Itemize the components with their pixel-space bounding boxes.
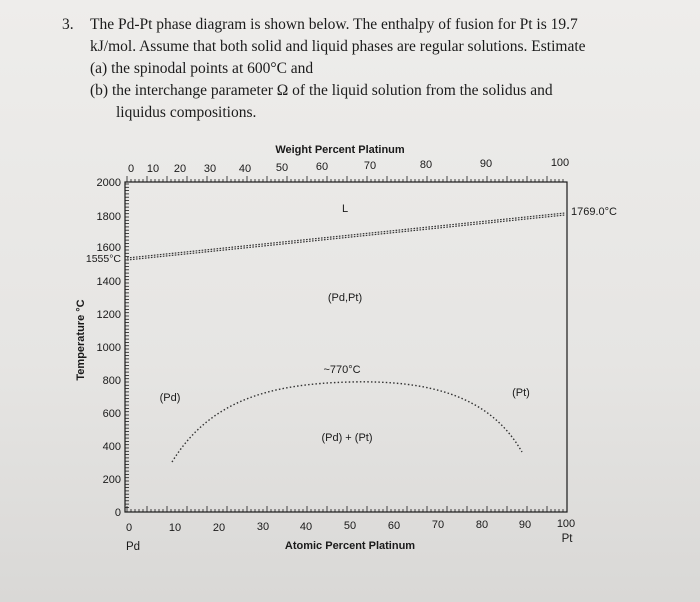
bottom-tick-label: 20 bbox=[213, 522, 225, 534]
y-tick-label: 600 bbox=[103, 408, 121, 420]
top-tick-label: 70 bbox=[364, 160, 376, 172]
critical-temperature-label: ~770°C bbox=[323, 364, 360, 376]
problem-line-1: The Pd-Pt phase diagram is shown below. … bbox=[90, 16, 578, 33]
y-tick-label: 1800 bbox=[97, 211, 121, 223]
bottom-minor-ticks bbox=[126, 506, 564, 512]
bottom-tick-label: 0 bbox=[126, 522, 132, 534]
y-tick-label: 2000 bbox=[97, 177, 121, 189]
y-tick-label: 1400 bbox=[97, 276, 121, 288]
top-tick-label: 20 bbox=[174, 163, 186, 175]
liquidus-line bbox=[126, 212, 566, 259]
bottom-tick-label: 100 bbox=[557, 518, 575, 530]
y-tick-label: 1000 bbox=[97, 342, 121, 354]
problem-line-5: liquidus compositions. bbox=[116, 104, 257, 121]
pd-melting-label: 1555°C bbox=[86, 253, 122, 265]
region-pt-label: (Pt) bbox=[512, 387, 530, 399]
y-tick-label: 0 bbox=[115, 507, 121, 519]
solidus-line bbox=[126, 214, 566, 261]
miscibility-gap-curve bbox=[171, 381, 523, 463]
top-tick-label: 40 bbox=[239, 163, 251, 175]
top-tick-label: 10 bbox=[147, 163, 159, 175]
pd-end-label: Pd bbox=[126, 541, 140, 553]
bottom-tick-label: 10 bbox=[169, 522, 181, 534]
left-minor-ticks bbox=[125, 183, 129, 508]
top-minor-ticks bbox=[126, 176, 564, 182]
region-solid-solution-label: (Pd,Pt) bbox=[328, 292, 362, 304]
y-tick-label: 800 bbox=[103, 375, 121, 387]
problem-line-4: (b) the interchange parameter Ω of the l… bbox=[90, 82, 553, 99]
top-tick-label: 50 bbox=[276, 162, 288, 174]
y-tick-label: 1600 bbox=[97, 242, 121, 254]
top-axis-title: Weight Percent Platinum bbox=[275, 144, 405, 156]
plot-frame bbox=[124, 181, 568, 513]
y-tick-label: 400 bbox=[103, 441, 121, 453]
bottom-tick-label: 60 bbox=[388, 520, 400, 532]
y-tick-label: 200 bbox=[103, 474, 121, 486]
y-tick-label: 1200 bbox=[97, 309, 121, 321]
bottom-tick-label: 40 bbox=[300, 521, 312, 533]
region-two-phase-label: (Pd) + (Pt) bbox=[321, 432, 372, 444]
bottom-tick-label: 30 bbox=[257, 521, 269, 533]
top-tick-label: 80 bbox=[420, 159, 432, 171]
top-tick-label: 0 bbox=[128, 163, 134, 175]
y-axis-title: Temperature °C bbox=[75, 299, 87, 380]
bottom-tick-label: 70 bbox=[432, 519, 444, 531]
problem-number: 3. bbox=[62, 16, 74, 33]
bottom-axis-title: Atomic Percent Platinum bbox=[285, 540, 415, 552]
top-tick-label: 30 bbox=[204, 163, 216, 175]
problem-line-2: kJ/mol. Assume that both solid and liqui… bbox=[90, 38, 586, 55]
pt-end-label: Pt bbox=[562, 533, 574, 545]
top-tick-label: 90 bbox=[480, 158, 492, 170]
bottom-tick-label: 50 bbox=[344, 520, 356, 532]
region-liquid-label: L bbox=[342, 203, 348, 215]
top-tick-label: 100 bbox=[551, 157, 569, 169]
bottom-tick-label: 80 bbox=[476, 519, 488, 531]
top-tick-label: 60 bbox=[316, 161, 328, 173]
region-pd-label: (Pd) bbox=[160, 392, 181, 404]
problem-line-3: (a) the spinodal points at 600°C and bbox=[90, 60, 314, 77]
bottom-tick-label: 90 bbox=[519, 519, 531, 531]
pt-melting-label: 1769.0°C bbox=[571, 206, 617, 218]
